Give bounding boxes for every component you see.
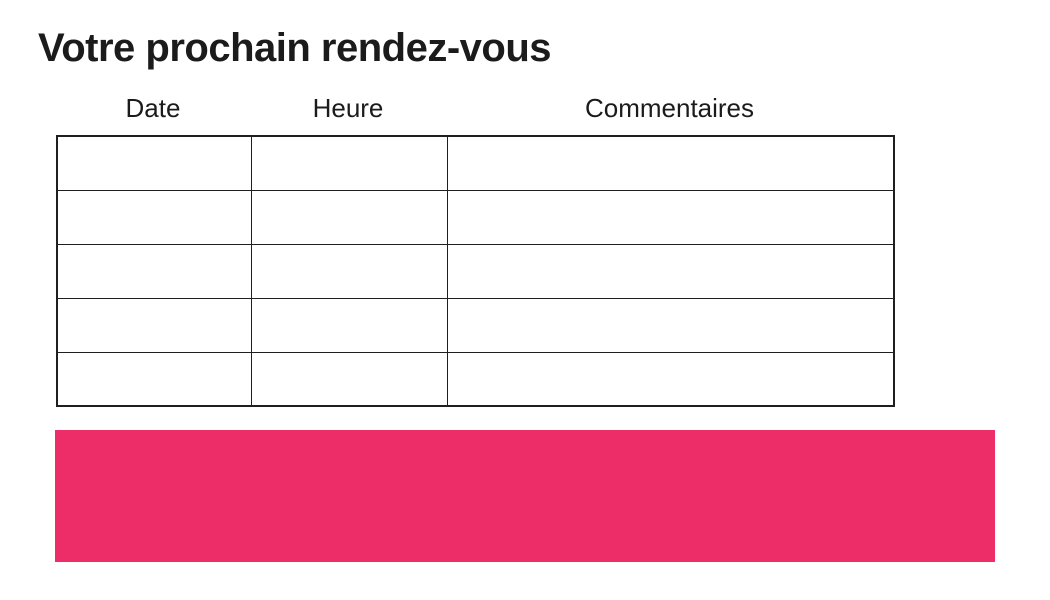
table-row	[56, 351, 895, 407]
table-cell	[56, 135, 252, 191]
pink-banner	[55, 430, 995, 562]
column-header-commentaires: Commentaires	[584, 93, 755, 123]
table-row	[56, 135, 895, 191]
table-row	[56, 297, 895, 353]
table-cell	[56, 189, 252, 245]
table-cell	[446, 243, 895, 299]
table-cell	[250, 189, 448, 245]
table-cell	[56, 243, 252, 299]
column-header-heure: Heure	[312, 93, 384, 123]
table-column-headers: Date Heure Commentaires	[56, 92, 893, 124]
table-cell	[446, 297, 895, 353]
table-cell	[250, 243, 448, 299]
table-row	[56, 243, 895, 299]
appointments-table-body	[56, 135, 895, 407]
table-cell	[446, 135, 895, 191]
page-title: Votre prochain rendez-vous	[38, 26, 552, 70]
table-cell	[56, 297, 252, 353]
column-header-date: Date	[125, 93, 181, 123]
table-cell	[446, 351, 895, 407]
table-cell	[250, 297, 448, 353]
appointments-table	[56, 135, 895, 407]
table-cell	[250, 351, 448, 407]
table-row	[56, 189, 895, 245]
table-cell	[250, 135, 448, 191]
table-cell	[446, 189, 895, 245]
table-cell	[56, 351, 252, 407]
